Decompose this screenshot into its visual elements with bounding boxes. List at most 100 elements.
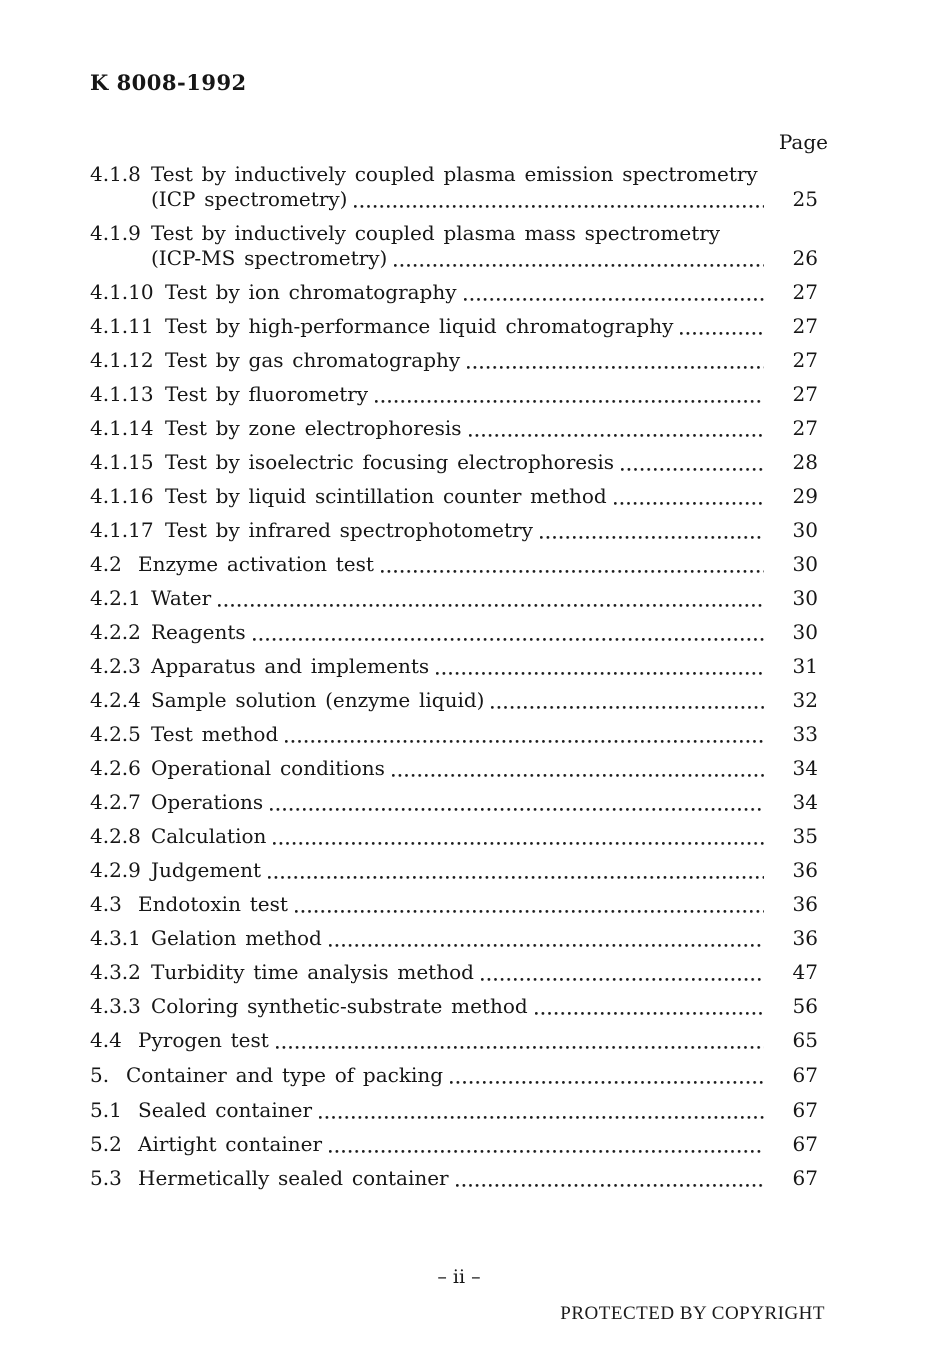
toc-entry-page: 30 [792,620,818,644]
toc-entry-page: 36 [792,926,818,950]
dot-leader [539,536,764,539]
toc-entry-body: Pyrogen test 65 [138,1028,828,1053]
toc-entry-page: 65 [792,1028,818,1052]
toc-entry-title: Container and type of packing [126,1063,444,1087]
toc-entry: 4.1.10 Test by ion chromatography 27 [90,280,828,305]
toc-entry-line1: Test by liquid scintillation counter met… [165,484,828,509]
toc-entry-page: 26 [792,246,818,270]
toc-entry-subtitle: (ICP-MS spectrometry) [151,246,388,270]
toc-entry-number: 4.2.9 [90,858,141,882]
toc-entry-title: Test by high-performance liquid chromato… [165,314,674,338]
toc-entry: 4.2.9 Judgement 36 [90,858,828,883]
toc-entry-body: Test by gas chromatography 27 [165,348,828,373]
toc-entry-number: 4.2.5 [90,722,141,746]
dot-leader [394,264,764,267]
toc-entry-page: 56 [792,994,818,1018]
toc-entry: 4.4 Pyrogen test 65 [90,1028,828,1053]
toc-entry-body: Turbidity time analysis method 47 [151,960,828,985]
toc-entry-number: 4.1.11 [90,314,154,338]
toc-entry-number: 4.1.15 [90,450,154,474]
dot-leader [375,400,764,403]
toc-entry-line1: Test by high-performance liquid chromato… [165,314,828,339]
toc-entry: 4.2.3 Apparatus and implements 31 [90,654,828,679]
toc-entry-body: Airtight container 67 [138,1132,828,1157]
toc-entry-body: Test by ion chromatography 27 [165,280,828,305]
toc-entry-line1: Endotoxin test 36 [138,892,828,917]
toc-entry-line1: Test by inductively coupled plasma emiss… [151,162,828,187]
toc-entry-line1: Calculation 35 [151,824,828,849]
toc-entry-number: 5.3 [90,1166,122,1190]
toc-entry-page: 31 [792,654,818,678]
toc-entry: 4.1.17 Test by infrared spectrophotometr… [90,518,828,543]
toc-entry-line1: Pyrogen test 65 [138,1028,828,1053]
toc-entry-page: 30 [792,552,818,576]
toc-entry-line2: (ICP-MS spectrometry) 26 [151,246,828,271]
table-of-contents: 4.1.8 Test by inductively coupled plasma… [90,162,828,1200]
toc-entry-title: Operational conditions [151,756,385,780]
dot-leader [436,672,764,675]
toc-entry: 5.2 Airtight container 67 [90,1132,828,1157]
toc-entry-number: 4.1.9 [90,221,141,245]
toc-entry-title: Sealed container [138,1098,313,1122]
toc-entry-number: 4.1.16 [90,484,154,508]
toc-entry-title: Airtight container [138,1132,323,1156]
toc-entry-line1: Test by fluorometry 27 [165,382,828,407]
toc-entry-number: 5.1 [90,1098,122,1122]
toc-entry-body: Gelation method 36 [151,926,828,951]
toc-entry-line1: Test by infrared spectrophotometry 30 [165,518,828,543]
toc-entry-body: Test by inductively coupled plasma mass … [151,221,828,271]
toc-entry-number: 4.1.10 [90,280,154,304]
copyright-notice: PROTECTED BY COPYRIGHT [560,1303,825,1324]
toc-entry: 4.2 Enzyme activation test 30 [90,552,828,577]
toc-entry-line1: Hermetically sealed container 67 [138,1166,828,1191]
toc-entry-number: 4.2.4 [90,688,141,712]
toc-entry: 4.3.2 Turbidity time analysis method 47 [90,960,828,985]
toc-entry-title: Test by fluorometry [165,382,369,406]
toc-entry-line1: Coloring synthetic-substrate method 56 [151,994,828,1019]
toc-entry-number: 4.1.8 [90,162,141,186]
toc-entry: 4.2.5 Test method 33 [90,722,828,747]
toc-entry-line1: Enzyme activation test 30 [138,552,828,577]
toc-entry-line1: Test by ion chromatography 27 [165,280,828,305]
toc-entry-title: Endotoxin test [138,892,288,916]
toc-entry: 5. Container and type of packing 67 [90,1063,828,1088]
dot-leader [354,205,764,208]
toc-entry: 4.2.1 Water 30 [90,586,828,611]
toc-entry-page: 67 [792,1166,818,1190]
toc-entry-body: Coloring synthetic-substrate method 56 [151,994,828,1019]
toc-entry-subtitle: (ICP spectrometry) [151,187,348,211]
toc-entry: 5.1 Sealed container 67 [90,1098,828,1123]
toc-entry-title: Test by gas chromatography [165,348,461,372]
toc-entry-line1: Test by isoelectric focusing electrophor… [165,450,828,475]
toc-entry-number: 5.2 [90,1132,122,1156]
dot-leader [468,434,764,437]
toc-entry-body: Test by fluorometry 27 [165,382,828,407]
dot-leader [391,774,764,777]
toc-entry-number: 4.2.7 [90,790,141,814]
toc-entry-title: Sample solution (enzyme liquid) [151,688,485,712]
toc-entry-page: 36 [792,892,818,916]
toc-entry-page: 27 [792,382,818,406]
dot-leader [680,332,764,335]
toc-entry-line2: (ICP spectrometry) 25 [151,187,828,212]
folio-page-number: – ii – [437,1266,481,1288]
dot-leader [270,808,764,811]
toc-entry-page: 30 [792,518,818,542]
toc-entry-line1: Test method 33 [151,722,828,747]
toc-entry-number: 4.3.3 [90,994,141,1018]
toc-entry-line1: Gelation method 36 [151,926,828,951]
toc-entry-line1: Test by zone electrophoresis 27 [165,416,828,441]
toc-entry: 4.2.6 Operational conditions 34 [90,756,828,781]
toc-entry: 4.3 Endotoxin test 36 [90,892,828,917]
toc-entry-body: Test method 33 [151,722,828,747]
toc-entry-number: 4.2.2 [90,620,141,644]
toc-entry-line1: Turbidity time analysis method 47 [151,960,828,985]
toc-entry-number: 4.3.1 [90,926,141,950]
toc-entry-body: Sample solution (enzyme liquid) 32 [151,688,828,713]
toc-entry-page: 67 [792,1132,818,1156]
dot-leader [252,638,764,641]
toc-entry-body: Sealed container 67 [138,1098,828,1123]
toc-entry-title: Judgement [151,858,262,882]
toc-entry-body: Reagents 30 [151,620,828,645]
dot-leader [285,740,764,743]
